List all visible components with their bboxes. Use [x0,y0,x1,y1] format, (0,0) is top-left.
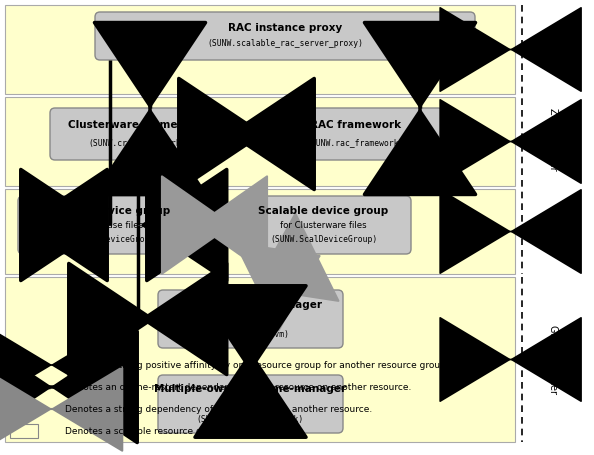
Text: Denotes a strong positive affinity by one resource group for another resource gr: Denotes a strong positive affinity by on… [65,360,448,369]
Text: Zone Cluster: Zone Cluster [548,108,558,171]
FancyBboxPatch shape [50,108,225,160]
Text: (SUNW.ScalDeviceGroup): (SUNW.ScalDeviceGroup) [52,235,159,244]
Text: Clusterware framework: Clusterware framework [68,120,207,130]
Text: (SUNW.vucmm_svm): (SUNW.vucmm_svm) [211,329,289,338]
Text: for Sun Cluster: for Sun Cluster [218,314,283,324]
Text: RAC framework: RAC framework [310,120,401,130]
Text: (SUNW.scalable_rac_server_proxy): (SUNW.scalable_rac_server_proxy) [207,40,363,49]
Bar [5,97,515,186]
Text: Multiple-owner volume-manager: Multiple-owner volume-manager [154,384,346,394]
FancyBboxPatch shape [95,12,475,60]
Text: (SUNW.ScalDeviceGroup): (SUNW.ScalDeviceGroup) [270,235,377,244]
Text: for Clusterware files: for Clusterware files [280,221,367,229]
Text: Denotes a strong dependency of one resource on another resource.: Denotes a strong dependency of one resou… [65,404,372,414]
Text: Denotes a scalable resource group.: Denotes a scalable resource group. [65,426,225,435]
Bar [5,5,515,94]
FancyBboxPatch shape [236,196,411,254]
FancyBboxPatch shape [158,290,343,348]
Text: Denotes an offline-restart dependency of one resource on another resource.: Denotes an offline-restart dependency of… [65,383,412,391]
FancyBboxPatch shape [268,108,443,160]
FancyBboxPatch shape [18,196,193,254]
Bar [10,424,38,438]
Text: (SUNW.vucmm_framework): (SUNW.vucmm_framework) [197,414,304,423]
Text: Solaris Volume Manager: Solaris Volume Manager [179,299,322,309]
Text: framework: framework [228,399,274,409]
Text: Scalable device group: Scalable device group [258,206,388,216]
FancyBboxPatch shape [158,375,343,433]
Text: RAC instance proxy: RAC instance proxy [228,23,342,33]
Bar [5,189,515,274]
Text: (SUNW.rac_framework): (SUNW.rac_framework) [307,138,405,147]
Text: Scalable device group: Scalable device group [40,206,170,216]
Bar [5,277,515,442]
Text: for database files: for database files [68,221,143,229]
Text: Global Cluster: Global Cluster [548,325,558,394]
Text: (SUNW.crs_framework): (SUNW.crs_framework) [89,138,187,147]
